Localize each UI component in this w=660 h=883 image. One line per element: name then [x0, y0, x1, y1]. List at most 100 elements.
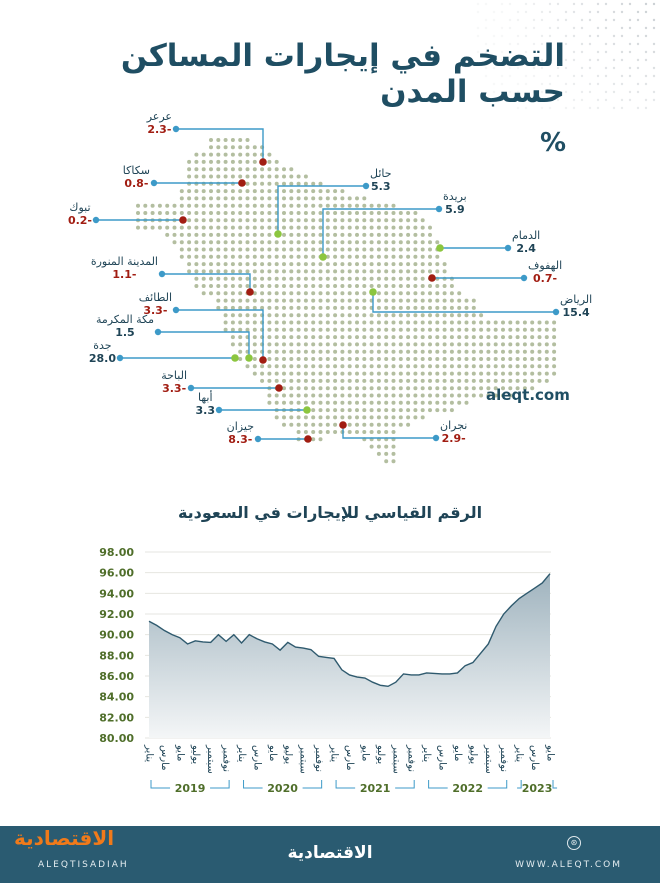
map-dot — [406, 342, 411, 347]
x-tick-label: مارس — [437, 745, 448, 770]
map-dot — [355, 262, 359, 267]
map-dot — [303, 305, 308, 310]
map-dot — [216, 291, 221, 296]
map-dot — [449, 305, 454, 310]
city-value: 2.3- — [147, 123, 172, 136]
map-dot — [355, 400, 359, 405]
map-dot — [435, 364, 440, 369]
map-dot — [471, 335, 476, 340]
leader-line — [158, 331, 250, 358]
map-dot — [325, 320, 330, 325]
map-dot — [391, 415, 396, 420]
map-dot — [420, 262, 425, 267]
map-dot — [289, 357, 294, 361]
map-dot — [442, 393, 447, 398]
map-dot — [289, 174, 294, 179]
map-dot — [391, 408, 396, 413]
map-dot — [209, 284, 213, 288]
map-dot — [479, 364, 484, 369]
map-dot — [413, 247, 418, 252]
map-dot — [398, 415, 403, 420]
map-dot — [362, 408, 367, 413]
map-dot — [457, 291, 462, 296]
map-dot — [274, 393, 279, 398]
map-dot — [376, 305, 381, 310]
map-dot — [245, 313, 250, 318]
map-dot — [230, 335, 235, 340]
map-dot — [406, 240, 411, 245]
map-dot — [347, 218, 352, 223]
map-dot — [282, 349, 286, 354]
map-dot — [362, 342, 367, 347]
map-dot — [544, 327, 549, 332]
map-dot — [267, 218, 272, 223]
year-bracket — [395, 780, 415, 789]
map-dot — [406, 269, 411, 274]
map-dot — [252, 291, 257, 296]
map-dot — [267, 335, 272, 340]
map-dot — [552, 342, 557, 347]
map-dot — [398, 349, 403, 354]
map-dot — [391, 393, 396, 398]
map-dot — [398, 211, 403, 215]
map-dot — [296, 196, 301, 201]
map-dot — [340, 313, 345, 318]
brand-logo[interactable]: الاقتصادية — [14, 826, 115, 850]
x-tick-label: يناير — [421, 744, 432, 762]
map-dot — [216, 284, 221, 288]
map-dot — [282, 196, 286, 201]
map-dot — [442, 400, 447, 405]
map-dot — [464, 349, 469, 354]
map-dot — [223, 254, 228, 259]
map-dot — [537, 357, 542, 361]
map-dot — [522, 357, 527, 361]
map-dot — [260, 364, 265, 369]
map-dot — [508, 371, 513, 376]
map-dot — [442, 262, 447, 267]
map-dot — [209, 145, 213, 150]
website-link[interactable]: WWW.ALEQT.COM — [515, 860, 622, 870]
map-dot — [238, 335, 243, 340]
map-dot — [209, 203, 213, 208]
map-dot — [209, 167, 213, 172]
map-dot — [398, 247, 403, 252]
map-dot — [216, 305, 221, 310]
map-dot — [325, 305, 330, 310]
map-dot — [325, 232, 330, 237]
map-dot — [333, 305, 338, 310]
map-dot — [245, 225, 250, 230]
map-dot — [537, 335, 542, 340]
map-dot — [340, 189, 345, 194]
map-dot — [376, 364, 381, 369]
map-dot — [252, 196, 257, 201]
map-dot — [333, 393, 338, 398]
city-label: أبها 3.3 — [196, 391, 216, 417]
leader-line — [176, 128, 264, 162]
map-dot — [435, 313, 440, 318]
map-dot — [420, 386, 425, 391]
map-dot — [435, 342, 440, 347]
map-dot — [340, 247, 345, 252]
map-dot — [252, 327, 257, 332]
map-dot — [303, 371, 308, 376]
map-dot — [442, 291, 447, 296]
x-tick-label: مايو — [452, 744, 463, 761]
map-dot — [464, 298, 469, 303]
map-dot — [398, 393, 403, 398]
social-handle[interactable]: ALEQTISADIAH — [38, 860, 129, 870]
map-dot — [201, 159, 206, 164]
map-dot — [230, 159, 235, 164]
map-dot — [369, 240, 374, 245]
map-dot — [340, 393, 345, 398]
map-dot — [311, 181, 316, 186]
map-dot — [230, 225, 235, 230]
map-dot — [318, 335, 323, 340]
map-dot — [325, 422, 330, 427]
map-dot — [384, 291, 389, 296]
map-dot — [471, 378, 476, 383]
map-dot — [428, 291, 432, 296]
year-label: 2022 — [452, 782, 483, 795]
page-title: التضخم في إيجارات المساكن حسب المدن — [120, 38, 565, 110]
map-dot — [398, 254, 403, 259]
label-anchor-dot — [154, 328, 162, 336]
